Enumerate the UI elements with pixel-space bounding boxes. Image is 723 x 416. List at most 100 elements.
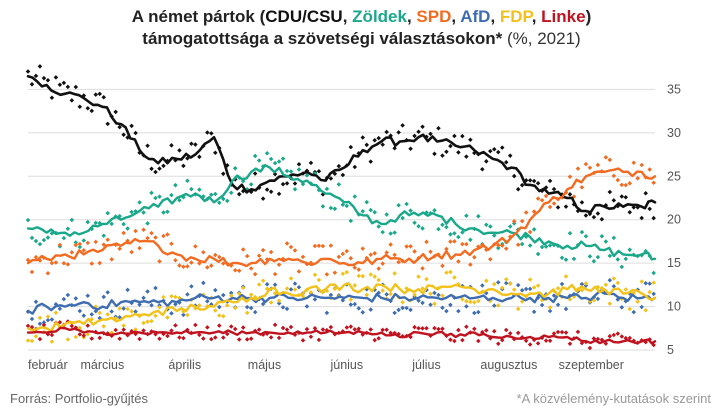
- poll-dot: [244, 310, 250, 316]
- poll-dot: [157, 166, 162, 171]
- poll-dot: [177, 263, 182, 268]
- poll-dot: [205, 265, 210, 270]
- poll-dot: [468, 237, 473, 243]
- poll-dot: [368, 252, 373, 258]
- poll-dot: [615, 280, 621, 286]
- poll-dot: [121, 323, 126, 328]
- poll-dot: [185, 178, 190, 184]
- poll-dot: [380, 261, 385, 266]
- poll-dot: [284, 286, 290, 291]
- poll-dot: [607, 277, 613, 283]
- poll-dot: [360, 209, 366, 214]
- poll-dot: [356, 306, 362, 311]
- poll-dot: [165, 209, 170, 215]
- poll-dot: [651, 180, 656, 186]
- poll-dot: [643, 307, 648, 313]
- poll-dot: [531, 227, 537, 232]
- poll-dot: [145, 143, 150, 149]
- poll-dot: [651, 280, 656, 286]
- poll-dot: [503, 280, 509, 286]
- poll-dot: [125, 306, 130, 312]
- poll-dot: [404, 244, 409, 249]
- poll-dot: [217, 254, 222, 260]
- poll-dot: [133, 309, 138, 314]
- title-party-spd: SPD: [416, 7, 452, 26]
- poll-dot: [559, 329, 565, 335]
- poll-dot: [348, 144, 354, 150]
- poll-dot: [416, 326, 421, 331]
- poll-dot: [531, 309, 537, 315]
- poll-dot: [456, 308, 461, 314]
- poll-dot: [444, 224, 449, 230]
- poll-dot: [372, 137, 377, 143]
- poll-dot: [213, 287, 218, 293]
- poll-dot: [105, 290, 110, 295]
- poll-dot: [559, 255, 565, 260]
- title-unit: (%, 2021): [502, 29, 581, 48]
- poll-dot: [41, 237, 47, 243]
- poll-dot: [515, 242, 521, 248]
- poll-dot: [244, 253, 250, 259]
- chart-title: A német pártok (CDU/CSU, Zöldek, SPD, Af…: [0, 6, 723, 50]
- x-tick-label: szeptember: [559, 358, 624, 372]
- poll-dot: [643, 280, 648, 286]
- poll-dot: [29, 82, 35, 87]
- poll-dot: [495, 149, 501, 155]
- poll-dot: [105, 121, 110, 127]
- poll-dot: [312, 243, 318, 249]
- poll-dot: [396, 202, 401, 208]
- poll-dot: [420, 300, 425, 306]
- poll-dot: [595, 254, 601, 260]
- poll-dot: [408, 146, 413, 151]
- poll-dot: [563, 306, 569, 312]
- poll-dot: [260, 278, 266, 284]
- poll-dot: [65, 226, 71, 232]
- poll-dot: [440, 263, 445, 269]
- poll-dot: [304, 173, 310, 178]
- poll-dot: [396, 259, 401, 265]
- poll-dot: [284, 306, 290, 312]
- poll-dot: [153, 235, 158, 240]
- poll-dot: [400, 123, 405, 128]
- poll-dot: [137, 336, 142, 342]
- poll-dot: [89, 261, 95, 266]
- poll-dot: [535, 341, 541, 346]
- poll-dot: [93, 92, 99, 97]
- poll-dot: [61, 235, 67, 241]
- poll-dot: [149, 190, 154, 196]
- poll-dot: [492, 147, 497, 152]
- poll-dot: [495, 280, 501, 285]
- poll-dot: [340, 298, 346, 303]
- poll-dot: [499, 243, 505, 248]
- poll-dot: [412, 249, 417, 254]
- poll-dot: [336, 163, 342, 169]
- poll-dot: [73, 84, 79, 90]
- poll-dot: [468, 137, 473, 142]
- poll-dot: [45, 77, 51, 83]
- poll-dot: [527, 342, 533, 347]
- poll-dot: [555, 285, 561, 291]
- poll-dot: [468, 299, 473, 305]
- poll-dot: [563, 204, 569, 209]
- y-tick-label: 10: [667, 300, 681, 314]
- poll-dot: [189, 284, 194, 289]
- poll-dot: [217, 313, 222, 318]
- poll-dot: [591, 259, 597, 264]
- poll-dot: [484, 328, 489, 333]
- poll-dot: [352, 164, 358, 170]
- poll-dot: [197, 154, 202, 160]
- poll-dot: [464, 304, 469, 309]
- poll-dot: [627, 181, 633, 186]
- poll-dot: [69, 98, 75, 103]
- poll-dot: [149, 302, 154, 308]
- poll-dot: [197, 303, 202, 308]
- series-line-linke: [26, 326, 657, 345]
- poll-dot: [440, 153, 445, 158]
- poll-dot: [272, 271, 278, 277]
- poll-dot: [197, 332, 202, 338]
- poll-dot: [627, 335, 633, 341]
- poll-dot: [543, 193, 549, 199]
- poll-dot: [527, 243, 533, 248]
- poll-dot: [248, 305, 254, 311]
- gridlines: [28, 88, 655, 351]
